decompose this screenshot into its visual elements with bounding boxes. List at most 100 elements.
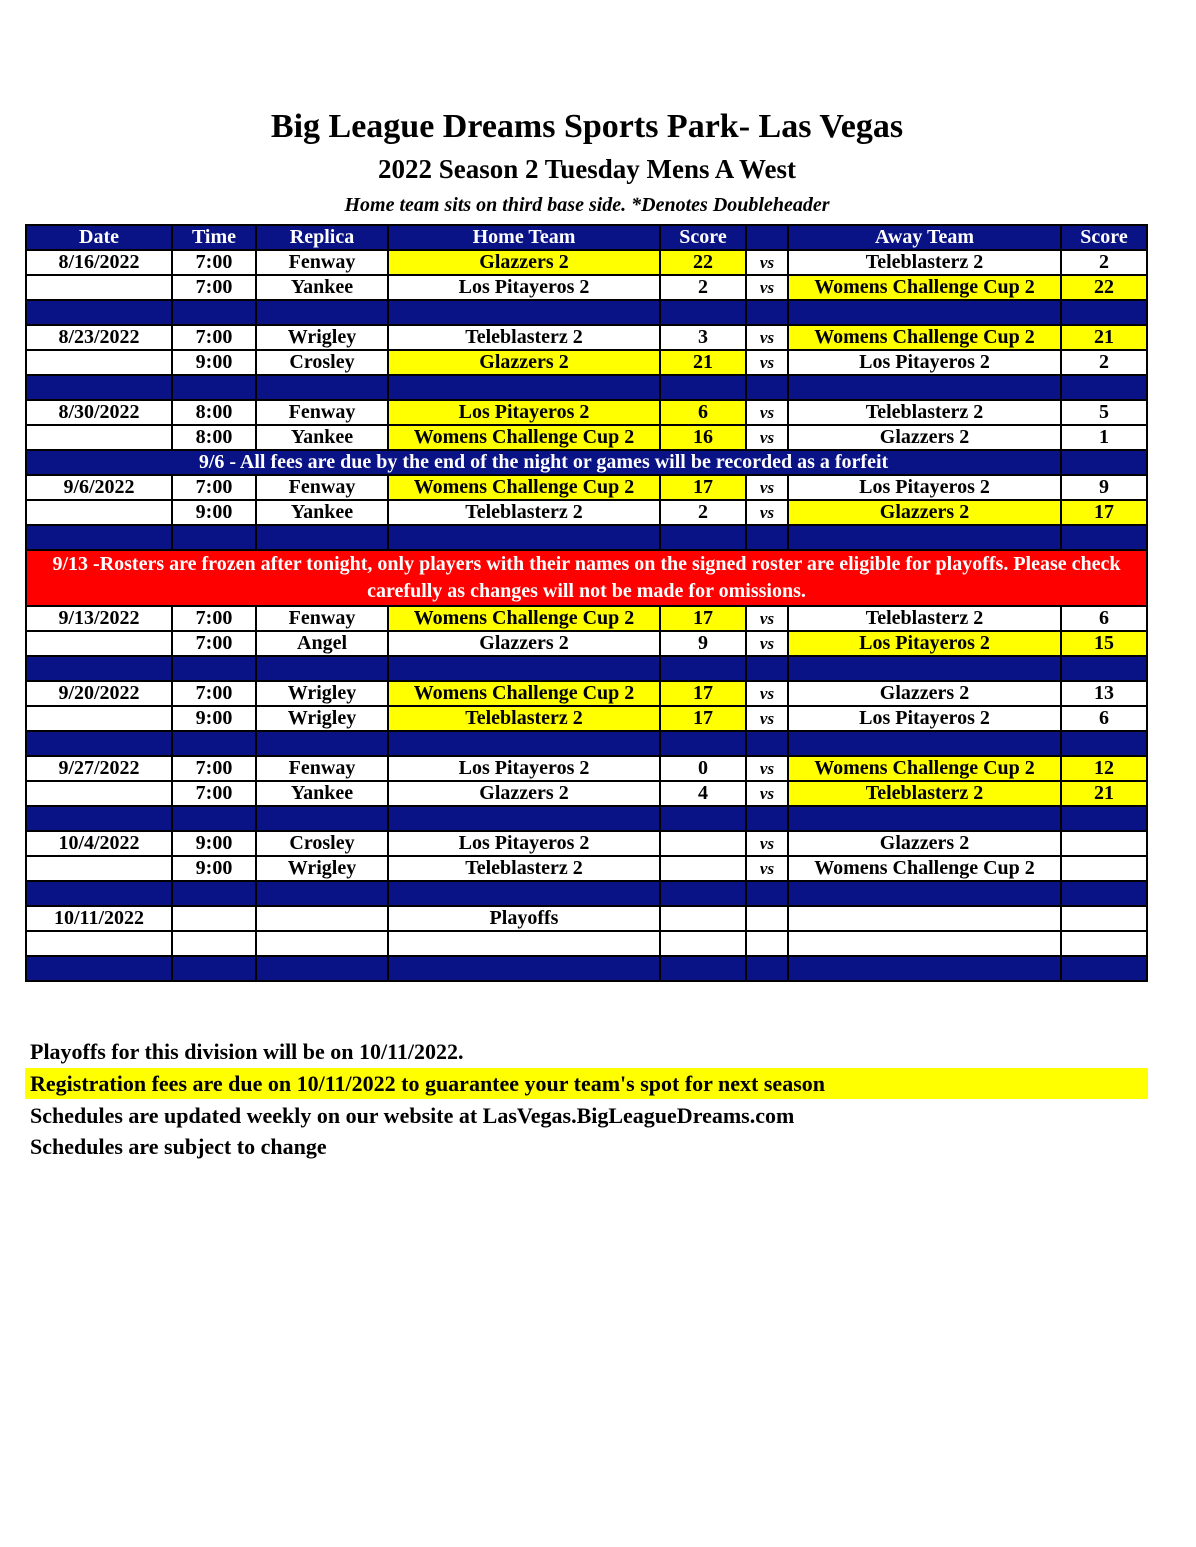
spacer-cell xyxy=(171,880,257,907)
away-team-cell xyxy=(787,930,1062,957)
spacer-cell xyxy=(387,730,661,757)
date-cell xyxy=(25,349,173,376)
schedule-table: Date Time Replica Home Team Score Away Team Sc… xyxy=(25,224,1148,982)
field-cell: Angel xyxy=(255,630,389,657)
spacer-cell xyxy=(745,805,789,832)
date-cell xyxy=(25,274,173,301)
time-cell: 7:00 xyxy=(171,680,257,707)
spacer-cell xyxy=(387,955,661,982)
away-team-cell: Glazzers 2 xyxy=(787,424,1062,451)
away-score-cell: 17 xyxy=(1060,499,1148,526)
spacer-cell xyxy=(1060,655,1148,682)
spacer-cell xyxy=(787,805,1062,832)
away-score-cell: 12 xyxy=(1060,755,1148,782)
spacer-cell xyxy=(745,730,789,757)
spacer-cell xyxy=(1060,299,1148,326)
home-team-cell: Glazzers 2 xyxy=(387,249,661,276)
home-score-cell xyxy=(659,830,747,857)
date-cell: 10/4/2022 xyxy=(25,830,173,857)
date-cell xyxy=(25,930,173,957)
away-score-cell: 2 xyxy=(1060,249,1148,276)
away-score-cell xyxy=(1060,930,1148,957)
away-score-cell: 22 xyxy=(1060,274,1148,301)
spacer-cell xyxy=(787,299,1062,326)
spacer-row xyxy=(25,955,1148,982)
time-cell: 9:00 xyxy=(171,705,257,732)
spacer-row xyxy=(25,655,1148,682)
vs-cell: vs xyxy=(745,249,789,276)
home-team-cell: Womens Challenge Cup 2 xyxy=(387,680,661,707)
home-score-cell: 21 xyxy=(659,349,747,376)
spacer-cell xyxy=(25,655,173,682)
home-team-cell: Los Pitayeros 2 xyxy=(387,755,661,782)
time-cell xyxy=(171,905,257,932)
spacer-cell xyxy=(787,880,1062,907)
home-team-note: Home team sits on third base side. *Deno… xyxy=(344,194,830,216)
alert-text: 9/13 -Rosters are frozen after tonight, … xyxy=(25,549,1148,607)
home-team-cell: Los Pitayeros 2 xyxy=(387,274,661,301)
home-team-cell: Womens Challenge Cup 2 xyxy=(387,424,661,451)
spacer-row xyxy=(25,374,1148,401)
spacer-cell xyxy=(255,299,389,326)
spacer-cell xyxy=(255,524,389,551)
game-row: 9:00 Wrigley Teleblasterz 2 17 vs Los Pitayer… xyxy=(25,705,1148,732)
game-row: 8:00 Yankee Womens Challenge Cup 2 16 vs Glaz… xyxy=(25,424,1148,451)
vs-cell: vs xyxy=(745,474,789,501)
field-cell: Crosley xyxy=(255,830,389,857)
away-team-cell: Womens Challenge Cup 2 xyxy=(787,755,1062,782)
spacer-cell xyxy=(1060,805,1148,832)
home-score-cell xyxy=(659,905,747,932)
spacer-cell xyxy=(25,374,173,401)
away-team-cell: Teleblasterz 2 xyxy=(787,249,1062,276)
spacer-cell xyxy=(25,880,173,907)
home-team-cell: Playoffs xyxy=(387,905,661,932)
away-team-cell: Teleblasterz 2 xyxy=(787,605,1062,632)
column-header: Replica xyxy=(255,224,389,251)
field-cell: Fenway xyxy=(255,605,389,632)
home-score-cell: 2 xyxy=(659,274,747,301)
spacer-cell xyxy=(255,880,389,907)
spacer-cell xyxy=(1060,449,1148,476)
notice-row: 9/6 - All fees are due by the end of the… xyxy=(25,449,1148,476)
away-team-cell xyxy=(787,905,1062,932)
column-header: Score xyxy=(1060,224,1148,251)
spacer-cell xyxy=(25,524,173,551)
spacer-cell xyxy=(171,805,257,832)
game-row: 9/13/2022 7:00 Fenway Womens Challenge Cup … xyxy=(25,605,1148,632)
column-header xyxy=(745,224,789,251)
date-cell: 9/6/2022 xyxy=(25,474,173,501)
home-score-cell: 9 xyxy=(659,630,747,657)
vs-cell: vs xyxy=(745,830,789,857)
time-cell: 9:00 xyxy=(171,855,257,882)
vs-cell: vs xyxy=(745,755,789,782)
game-row: 9:00 Wrigley Teleblasterz 2 vs Womens Challe… xyxy=(25,855,1148,882)
home-score-cell: 16 xyxy=(659,424,747,451)
away-score-cell: 21 xyxy=(1060,780,1148,807)
spacer-cell xyxy=(25,805,173,832)
spacer-cell xyxy=(659,299,747,326)
home-score-cell: 17 xyxy=(659,680,747,707)
vs-cell: vs xyxy=(745,605,789,632)
time-cell xyxy=(171,930,257,957)
home-score-cell: 17 xyxy=(659,605,747,632)
away-team-cell: Los Pitayeros 2 xyxy=(787,630,1062,657)
field-cell: Yankee xyxy=(255,499,389,526)
game-row: 9/20/2022 7:00 Wrigley Womens Challenge Cup… xyxy=(25,680,1148,707)
spacer-row xyxy=(25,880,1148,907)
spacer-cell xyxy=(25,730,173,757)
home-team-cell: Teleblasterz 2 xyxy=(387,324,661,351)
away-team-cell: Womens Challenge Cup 2 xyxy=(787,274,1062,301)
vs-cell: vs xyxy=(745,324,789,351)
spacer-row xyxy=(25,299,1148,326)
column-header: Date xyxy=(25,224,173,251)
spacer-cell xyxy=(387,524,661,551)
header-row: Date Time Replica Home Team Score Away Team Sc… xyxy=(25,224,1148,251)
spacer-cell xyxy=(255,374,389,401)
away-score-cell: 2 xyxy=(1060,349,1148,376)
column-header: Time xyxy=(171,224,257,251)
spacer-cell xyxy=(787,524,1062,551)
spacer-cell xyxy=(659,730,747,757)
game-row: 10/11/2022 Playoffs xyxy=(25,905,1148,932)
away-team-cell: Womens Challenge Cup 2 xyxy=(787,855,1062,882)
